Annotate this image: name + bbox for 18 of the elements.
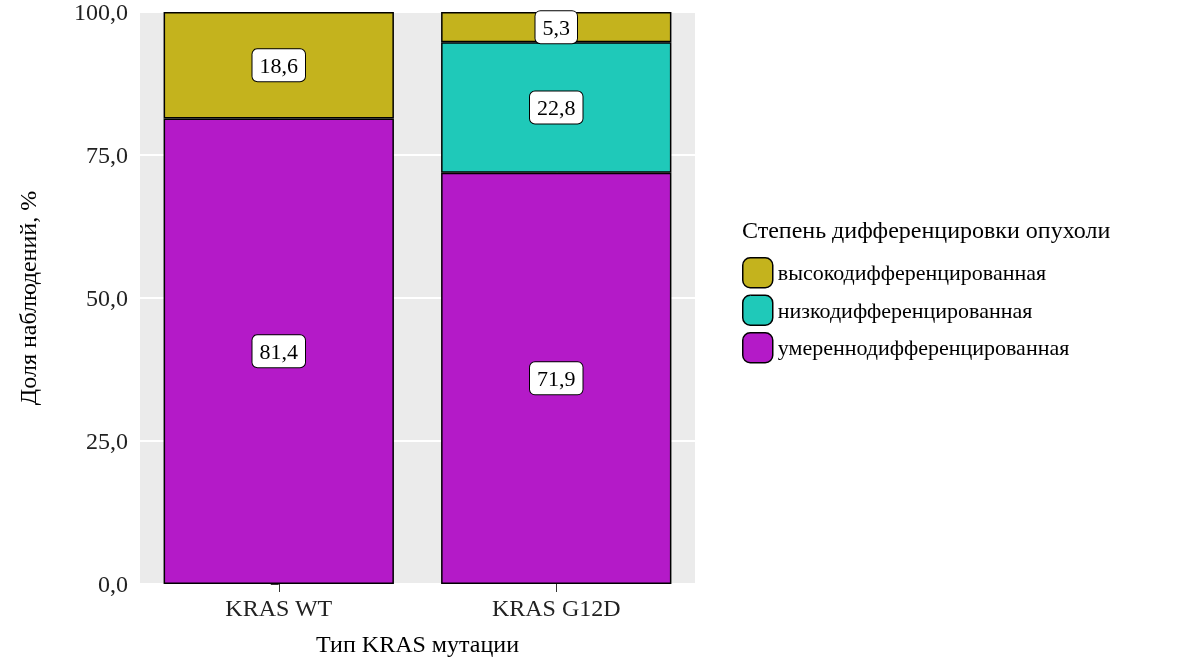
y-axis-title: Доля наблюдений, %: [15, 190, 41, 406]
data-label: 81,4: [259, 338, 298, 364]
data-label: 18,6: [259, 52, 298, 78]
legend-label: высокодифференцированная: [777, 260, 1047, 286]
y-tick-label: 25,0: [86, 428, 128, 454]
data-label: 22,8: [537, 95, 576, 121]
y-tick-label: 100,0: [74, 0, 128, 25]
x-axis-title: Тип KRAS мутации: [316, 631, 520, 657]
y-tick-label: 75,0: [86, 142, 128, 168]
y-tick-label: 50,0: [86, 285, 128, 311]
legend-label: умереннодифференцированная: [777, 335, 1070, 361]
x-tick-label: KRAS WT: [225, 595, 333, 621]
legend-title: Степень дифференцировки опухоли: [742, 217, 1111, 243]
data-label: 5,3: [542, 14, 570, 40]
x-tick-label: KRAS G12D: [491, 595, 621, 621]
y-tick-label: 0,0: [98, 571, 128, 597]
data-label: 71,9: [537, 365, 576, 391]
legend-label: низкодифференцированная: [777, 297, 1033, 323]
